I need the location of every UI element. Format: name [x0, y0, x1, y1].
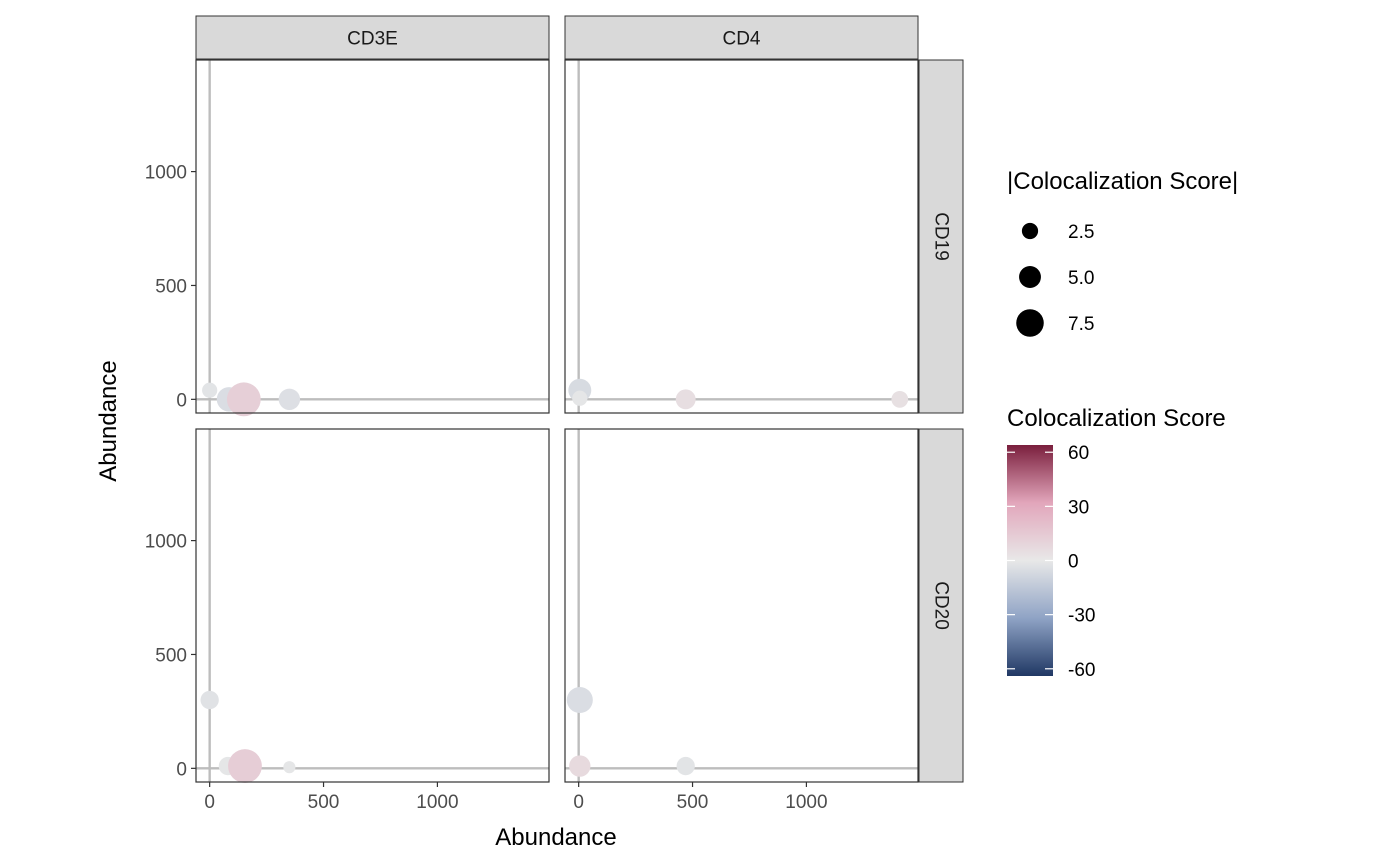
data-point [572, 390, 588, 406]
panel-cd4-cd19 [564, 59, 919, 414]
strip-row-cd20 [918, 428, 964, 783]
panel-border [195, 59, 550, 414]
color-legend-label: -60 [1068, 660, 1095, 681]
y-tick-label: 0 [176, 390, 187, 411]
y-tick-label: 1000 [145, 163, 187, 184]
y-tick-label: 500 [155, 276, 187, 297]
color-legend-label: 60 [1068, 443, 1089, 464]
x-tick-label: 0 [204, 792, 215, 813]
data-point [569, 755, 591, 777]
panel-border [564, 428, 919, 783]
data-point [675, 389, 696, 410]
data-point [278, 388, 301, 411]
data-point [283, 761, 296, 774]
strip-row-label: CD20 [931, 581, 952, 630]
x-tick-label: 1000 [785, 792, 827, 813]
data-point [676, 756, 695, 776]
size-legend: |Colocalization Score| 2.5 5.0 7.5 [1007, 168, 1238, 337]
y-tick-label: 500 [155, 645, 187, 666]
data-point [200, 690, 219, 710]
panel-background [565, 60, 918, 413]
x-tick-label: 0 [573, 792, 584, 813]
panel-background [565, 429, 918, 782]
panel-background [196, 429, 549, 782]
strip-row-label: CD19 [931, 212, 952, 261]
panel-background [196, 60, 549, 413]
strip-col-label: CD3E [347, 29, 398, 50]
color-legend: Colocalization Score 60 30 0 -30 -60 [1007, 405, 1226, 681]
strip-col-cd3e [195, 15, 550, 60]
data-point [226, 382, 261, 417]
y-tick-label: 0 [176, 759, 187, 780]
data-point [228, 749, 262, 783]
size-legend-key [1016, 309, 1044, 337]
color-legend-label: -30 [1068, 606, 1095, 627]
data-point [891, 390, 909, 408]
y-axis-title: Abundance [95, 360, 122, 481]
size-legend-key [1021, 222, 1039, 240]
color-legend-label: 30 [1068, 497, 1089, 518]
strip-col-label: CD4 [722, 29, 760, 50]
strip-col-cd4 [564, 15, 919, 60]
x-tick-label: 500 [677, 792, 709, 813]
size-legend-label: 7.5 [1068, 314, 1094, 335]
panel-border [564, 59, 919, 414]
size-legend-title: |Colocalization Score| [1007, 168, 1238, 195]
panel-cd4-cd20 [564, 428, 919, 783]
color-legend-label: 0 [1068, 552, 1079, 573]
panel-cd3e-cd19 [195, 59, 550, 417]
strip-row-cd19 [918, 59, 964, 414]
x-axis-title: Abundance [495, 824, 616, 851]
size-legend-key [1019, 266, 1041, 288]
data-point [202, 382, 218, 398]
panel-border [195, 428, 550, 783]
panel-cd3e-cd20 [195, 428, 550, 783]
x-tick-label: 1000 [416, 792, 458, 813]
data-point [566, 686, 593, 714]
y-tick-label: 1000 [145, 532, 187, 553]
size-legend-label: 2.5 [1068, 222, 1094, 243]
color-legend-title: Colocalization Score [1007, 405, 1226, 432]
size-legend-label: 5.0 [1068, 268, 1094, 289]
x-tick-label: 500 [308, 792, 340, 813]
